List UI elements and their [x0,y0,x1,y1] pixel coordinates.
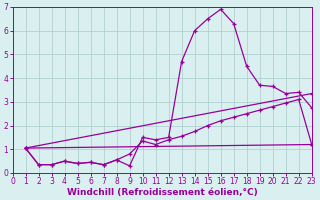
X-axis label: Windchill (Refroidissement éolien,°C): Windchill (Refroidissement éolien,°C) [67,188,258,197]
